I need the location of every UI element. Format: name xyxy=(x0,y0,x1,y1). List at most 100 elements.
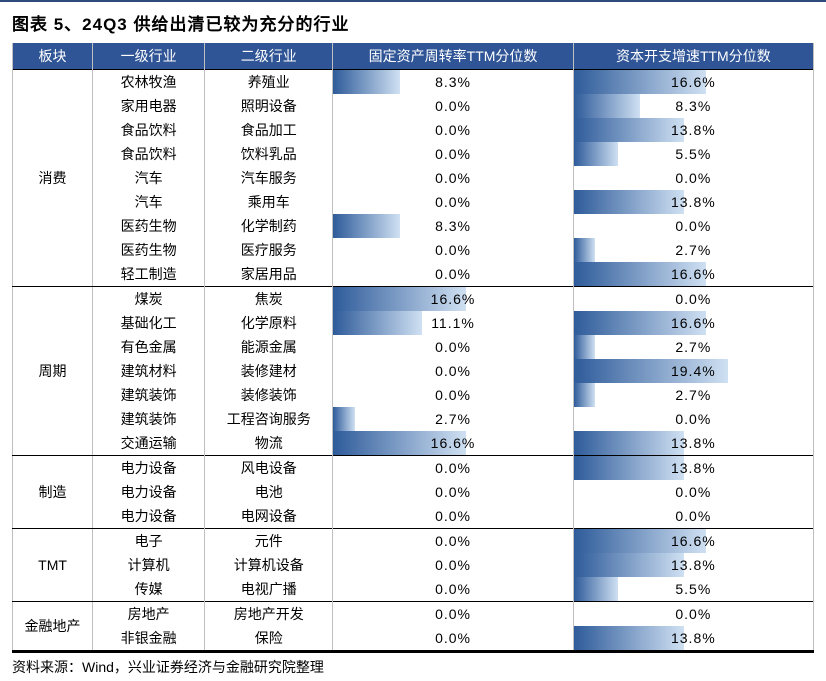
turnover-bar-cell: 0.0% xyxy=(333,335,573,359)
level2-cell: 食品加工 xyxy=(205,118,333,142)
level2-cell: 照明设备 xyxy=(205,94,333,118)
turnover-bar-cell: 0.0% xyxy=(333,262,573,287)
level2-cell: 工程咨询服务 xyxy=(205,407,333,431)
bar-value: 16.6% xyxy=(574,311,813,335)
table-row: 电力设备电池0.0%0.0% xyxy=(13,480,814,504)
capex-bar-cell: 0.0% xyxy=(573,480,813,504)
bar-value: 5.5% xyxy=(574,577,813,601)
level2-cell: 能源金属 xyxy=(205,335,333,359)
bar-value: 0.0% xyxy=(333,504,572,528)
bar-value: 0.0% xyxy=(574,166,813,190)
capex-bar-cell: 5.5% xyxy=(573,142,813,166)
level2-cell: 装修建材 xyxy=(205,359,333,383)
bar-value: 0.0% xyxy=(333,166,572,190)
level2-cell: 保险 xyxy=(205,626,333,651)
table-row: 非银金融保险0.0%13.8% xyxy=(13,626,814,651)
bar-value: 13.8% xyxy=(574,626,813,650)
level1-cell: 建筑装饰 xyxy=(93,383,205,407)
turnover-bar-cell: 2.7% xyxy=(333,407,573,431)
turnover-bar-cell: 16.6% xyxy=(333,431,573,456)
bar-value: 16.6% xyxy=(333,287,572,311)
table-row: 周期煤炭焦炭16.6%0.0% xyxy=(13,287,814,312)
bar-value: 0.0% xyxy=(333,626,572,650)
bar-value: 16.6% xyxy=(333,431,572,455)
capex-bar-cell: 0.0% xyxy=(573,287,813,312)
level1-cell: 建筑材料 xyxy=(93,359,205,383)
turnover-bar-cell: 0.0% xyxy=(333,529,573,554)
capex-bar-cell: 2.7% xyxy=(573,335,813,359)
level1-cell: 电力设备 xyxy=(93,456,205,481)
level2-cell: 电池 xyxy=(205,480,333,504)
level1-cell: 基础化工 xyxy=(93,311,205,335)
source-text: 资料来源：Wind，兴业证券经济与金融研究院整理 xyxy=(12,657,814,677)
turnover-bar-cell: 8.3% xyxy=(333,70,573,95)
bar-value: 13.8% xyxy=(574,190,813,214)
col-header: 一级行业 xyxy=(93,43,205,70)
chart-frame: 图表 5、24Q3 供给出清已较为充分的行业 板块一级行业二级行业固定资产周转率… xyxy=(0,0,826,681)
level1-cell: 食品饮料 xyxy=(93,118,205,142)
bar-value: 16.6% xyxy=(574,529,813,553)
table-row: 电力设备电网设备0.0%0.0% xyxy=(13,504,814,529)
turnover-bar-cell: 0.0% xyxy=(333,504,573,529)
table-row: 建筑装饰工程咨询服务2.7%0.0% xyxy=(13,407,814,431)
col-header: 资本开支增速TTM分位数 xyxy=(573,43,813,70)
bar-value: 0.0% xyxy=(333,577,572,601)
turnover-bar-cell: 0.0% xyxy=(333,238,573,262)
table-row: 基础化工化学原料11.1%16.6% xyxy=(13,311,814,335)
level2-cell: 装修装饰 xyxy=(205,383,333,407)
turnover-bar-cell: 8.3% xyxy=(333,214,573,238)
bar-value: 11.1% xyxy=(333,311,572,335)
level1-cell: 电子 xyxy=(93,529,205,554)
capex-bar-cell: 16.6% xyxy=(573,529,813,554)
bar-value: 0.0% xyxy=(574,407,813,431)
bar-value: 0.0% xyxy=(574,287,813,311)
bar-value: 0.0% xyxy=(574,504,813,528)
level1-cell: 有色金属 xyxy=(93,335,205,359)
turnover-bar-cell: 0.0% xyxy=(333,359,573,383)
level2-cell: 元件 xyxy=(205,529,333,554)
bar-value: 0.0% xyxy=(333,602,572,626)
turnover-bar-cell: 0.0% xyxy=(333,190,573,214)
bar-value: 0.0% xyxy=(333,480,572,504)
bar-value: 8.3% xyxy=(333,214,572,238)
table-row: TMT电子元件0.0%16.6% xyxy=(13,529,814,554)
turnover-bar-cell: 0.0% xyxy=(333,553,573,577)
turnover-bar-cell: 0.0% xyxy=(333,383,573,407)
bar-value: 0.0% xyxy=(333,238,572,262)
table-row: 食品饮料食品加工0.0%13.8% xyxy=(13,118,814,142)
chart-title: 图表 5、24Q3 供给出清已较为充分的行业 xyxy=(12,10,814,35)
level1-cell: 房地产 xyxy=(93,602,205,627)
bar-value: 0.0% xyxy=(333,529,572,553)
source-divider: 资料来源：Wind，兴业证券经济与金融研究院整理 xyxy=(12,651,814,677)
sector-cell: 制造 xyxy=(13,456,93,529)
capex-bar-cell: 16.6% xyxy=(573,70,813,95)
table-row: 建筑装饰装修装饰0.0%2.7% xyxy=(13,383,814,407)
level1-cell: 交通运输 xyxy=(93,431,205,456)
table-row: 轻工制造家居用品0.0%16.6% xyxy=(13,262,814,287)
level2-cell: 电网设备 xyxy=(205,504,333,529)
bar-value: 2.7% xyxy=(574,383,813,407)
capex-bar-cell: 0.0% xyxy=(573,407,813,431)
level1-cell: 农林牧渔 xyxy=(93,70,205,95)
bar-value: 0.0% xyxy=(333,383,572,407)
capex-bar-cell: 0.0% xyxy=(573,166,813,190)
level1-cell: 医药生物 xyxy=(93,238,205,262)
bar-value: 0.0% xyxy=(333,118,572,142)
data-table: 板块一级行业二级行业固定资产周转率TTM分位数资本开支增速TTM分位数 消费农林… xyxy=(12,43,814,651)
table-row: 建筑材料装修建材0.0%19.4% xyxy=(13,359,814,383)
level1-cell: 轻工制造 xyxy=(93,262,205,287)
bar-value: 0.0% xyxy=(333,553,572,577)
level1-cell: 医药生物 xyxy=(93,214,205,238)
turnover-bar-cell: 0.0% xyxy=(333,94,573,118)
bar-value: 19.4% xyxy=(574,359,813,383)
level2-cell: 化学原料 xyxy=(205,311,333,335)
capex-bar-cell: 13.8% xyxy=(573,626,813,651)
level1-cell: 汽车 xyxy=(93,190,205,214)
turnover-bar-cell: 0.0% xyxy=(333,456,573,481)
table-row: 交通运输物流16.6%13.8% xyxy=(13,431,814,456)
level1-cell: 电力设备 xyxy=(93,504,205,529)
bar-value: 0.0% xyxy=(333,94,572,118)
level2-cell: 房地产开发 xyxy=(205,602,333,627)
level2-cell: 乘用车 xyxy=(205,190,333,214)
level2-cell: 化学制药 xyxy=(205,214,333,238)
